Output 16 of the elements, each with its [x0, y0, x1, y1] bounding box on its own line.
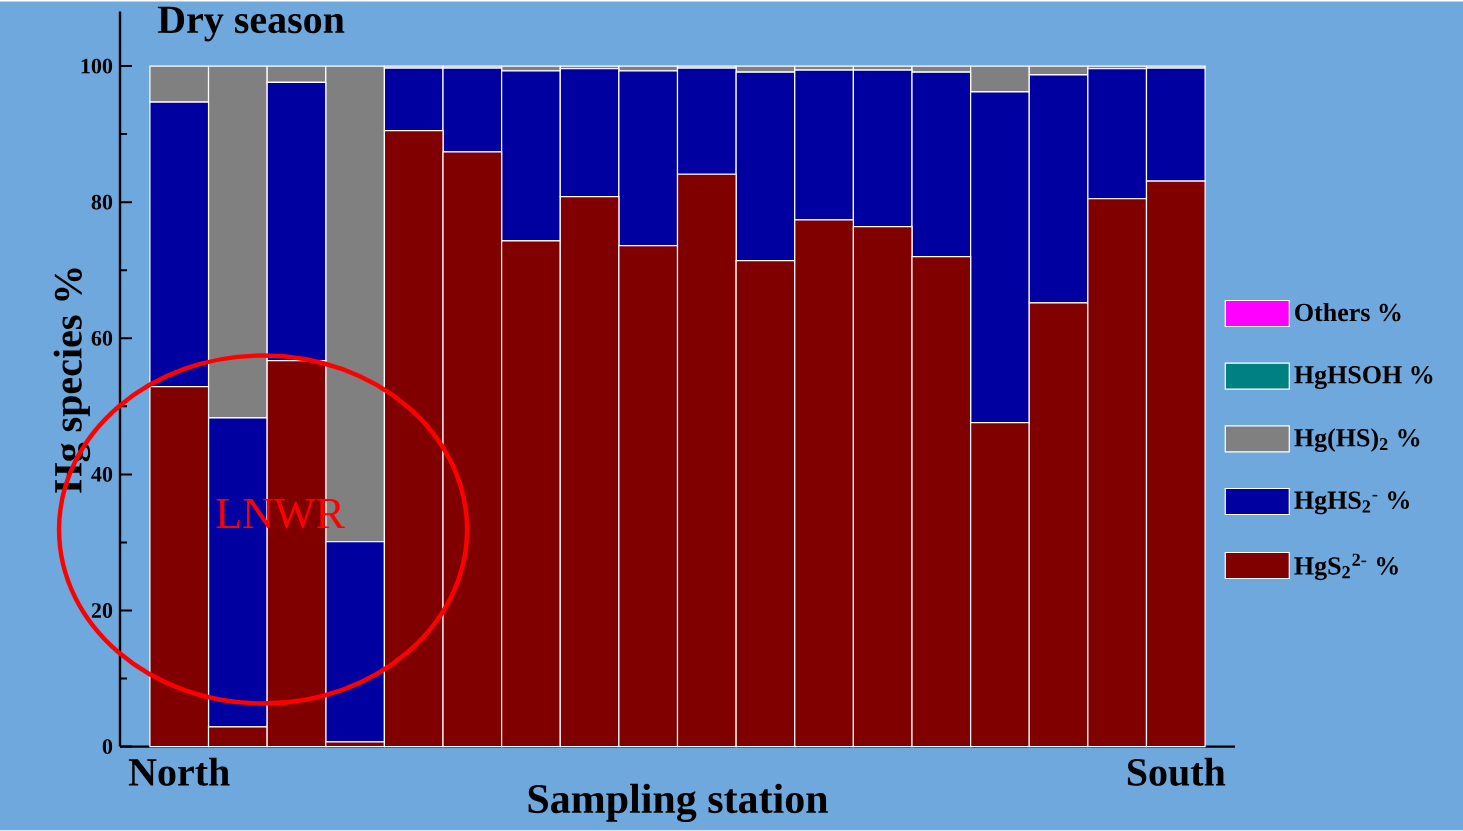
- legend-label: HgS$_{2}$$^{2-}$ %: [1294, 553, 1398, 581]
- legend-label: Others %: [1295, 303, 1401, 322]
- legend-label: Hg(HS)$_{2}$ %: [1294, 428, 1420, 453]
- y-tick-label: 0: [102, 739, 113, 755]
- legend-label: HgHSOH %: [1294, 366, 1433, 390]
- y-tick-label: 80: [91, 194, 113, 210]
- y-tick-label: 20: [91, 603, 113, 619]
- y-tick-label: 100: [81, 58, 113, 74]
- x-tick-label: North: [128, 757, 230, 786]
- y-tick-label: 60: [91, 331, 113, 346]
- x-axis-title: Sampling station: [528, 783, 828, 823]
- chart-title: Dry season: [157, 6, 345, 42]
- x-tick-label: South: [1127, 757, 1226, 787]
- annotation: LNWR: [216, 499, 345, 529]
- legend-label: HgHS$_{2}$$^{-}$ %: [1294, 491, 1409, 515]
- y-tick-label: 40: [91, 467, 113, 482]
